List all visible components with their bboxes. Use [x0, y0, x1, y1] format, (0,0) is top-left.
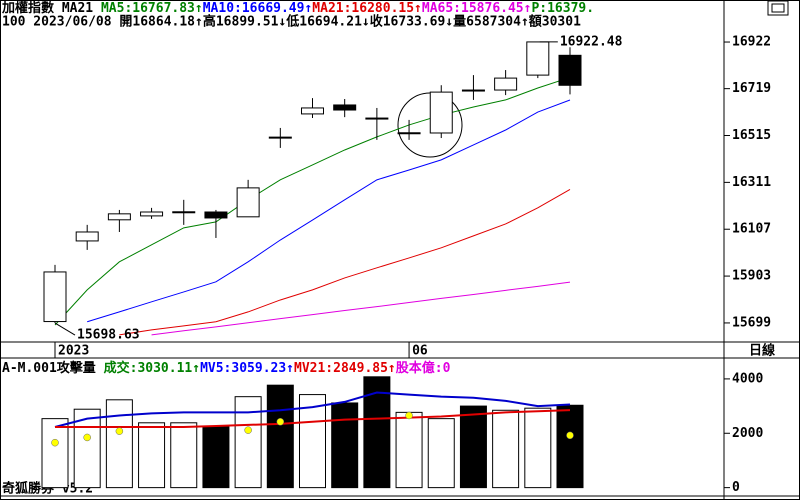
- y-tick-label: 16311: [732, 175, 771, 190]
- volume-bar: [459, 405, 487, 489]
- header-segment: A-M.001攻擊量: [2, 360, 104, 376]
- volume-dot: [405, 411, 413, 420]
- header-line: 加權指數 MA21 MA5:16767.83↑MA10:16669.49↑MA2…: [1, 0, 594, 16]
- volume-dot: [83, 433, 91, 442]
- candle-body: [140, 211, 164, 217]
- footnote: 奇狐勝券 v5.2: [2, 481, 93, 497]
- volume-bar: [331, 402, 359, 489]
- volume-bar: [427, 418, 455, 489]
- header-segment: MA10:16669.49↑: [203, 1, 313, 16]
- volume-bar: [170, 422, 198, 489]
- header-segment: P:16379.: [531, 1, 594, 16]
- volume-bar: [492, 409, 520, 489]
- header-line: A-M.001攻擊量 成交:3030.11↑MV5:3059.23↑MV21:2…: [2, 360, 451, 376]
- volume-dot: [566, 431, 574, 440]
- y-tick-label: 15699: [732, 315, 771, 330]
- volume-bar: [395, 411, 423, 489]
- candle-body: [75, 231, 99, 242]
- y-tick-label: 15903: [732, 269, 771, 284]
- header-segment: 成交:3030.11↑: [104, 360, 200, 376]
- window-button[interactable]: [767, 0, 789, 16]
- y-tick-label: 4000: [732, 371, 763, 386]
- y-tick-label: 16107: [732, 222, 771, 237]
- candle-body: [526, 41, 550, 76]
- candle-body: [333, 104, 357, 111]
- indicator-line: [55, 409, 571, 428]
- candle-body: [172, 211, 196, 214]
- candle-body: [43, 271, 67, 323]
- y-tick-label: 16515: [732, 128, 771, 143]
- annotation: 15698.63: [77, 328, 140, 343]
- volume-dot: [51, 438, 59, 447]
- candle-body: [365, 117, 389, 120]
- volume-bar: [299, 394, 326, 489]
- annotation-leader: [54, 322, 76, 336]
- volume-bar: [73, 408, 101, 489]
- header-segment: 加權指數 MA21: [1, 0, 101, 16]
- indicator-line: [54, 76, 571, 326]
- candle-body: [397, 132, 421, 135]
- volume-bar: [138, 422, 166, 489]
- header-segment: MA21:16280.15↑: [312, 1, 422, 16]
- y-tick-label: 16922: [732, 35, 771, 50]
- candle-body: [236, 187, 260, 218]
- candle-body: [494, 77, 518, 91]
- candle-body: [301, 107, 324, 115]
- candle-body: [429, 91, 453, 134]
- candle-body: [268, 136, 292, 139]
- indicator-line: [87, 99, 571, 323]
- candle-body: [461, 89, 485, 92]
- indicator-line: [119, 189, 571, 336]
- candle-body: [558, 54, 582, 86]
- volume-bar: [105, 399, 133, 489]
- indicator-line: [54, 391, 571, 428]
- volume-bar: [41, 418, 69, 489]
- y-tick-label: 2000: [732, 426, 763, 441]
- candle-body: [107, 213, 131, 221]
- period-box: [726, 343, 798, 357]
- candle-body: [204, 211, 228, 219]
- header-segment: MA5:16767.83↑: [101, 1, 203, 16]
- x-tick-label: 06: [412, 344, 428, 359]
- header-segment: MV21:2849.85↑: [294, 361, 396, 376]
- volume-dot: [115, 427, 124, 435]
- volume-bar: [266, 384, 294, 489]
- annotation: 16922.48: [560, 34, 623, 49]
- volume-bar: [234, 396, 262, 489]
- volume-bar: [202, 426, 230, 489]
- indicator-line: [151, 281, 571, 336]
- volume-bar: [524, 407, 552, 489]
- x-tick-label: 2023: [58, 344, 89, 359]
- volume-dot: [244, 426, 252, 434]
- period-label: 日線: [749, 343, 776, 359]
- y-tick-label: 16719: [732, 81, 771, 96]
- y-tick-label: 0: [732, 480, 740, 495]
- header-segment: MA65:15876.45↑: [422, 1, 532, 16]
- header-segment: 股本億:0: [396, 360, 451, 376]
- volume-bar: [556, 404, 584, 489]
- window-icon: [771, 3, 785, 13]
- volume-dot: [276, 418, 285, 426]
- subtitle: 100 2023/06/08 開16864.18↑高16899.51↓低1669…: [2, 14, 581, 30]
- header-segment: MV5:3059.23↑: [200, 361, 294, 376]
